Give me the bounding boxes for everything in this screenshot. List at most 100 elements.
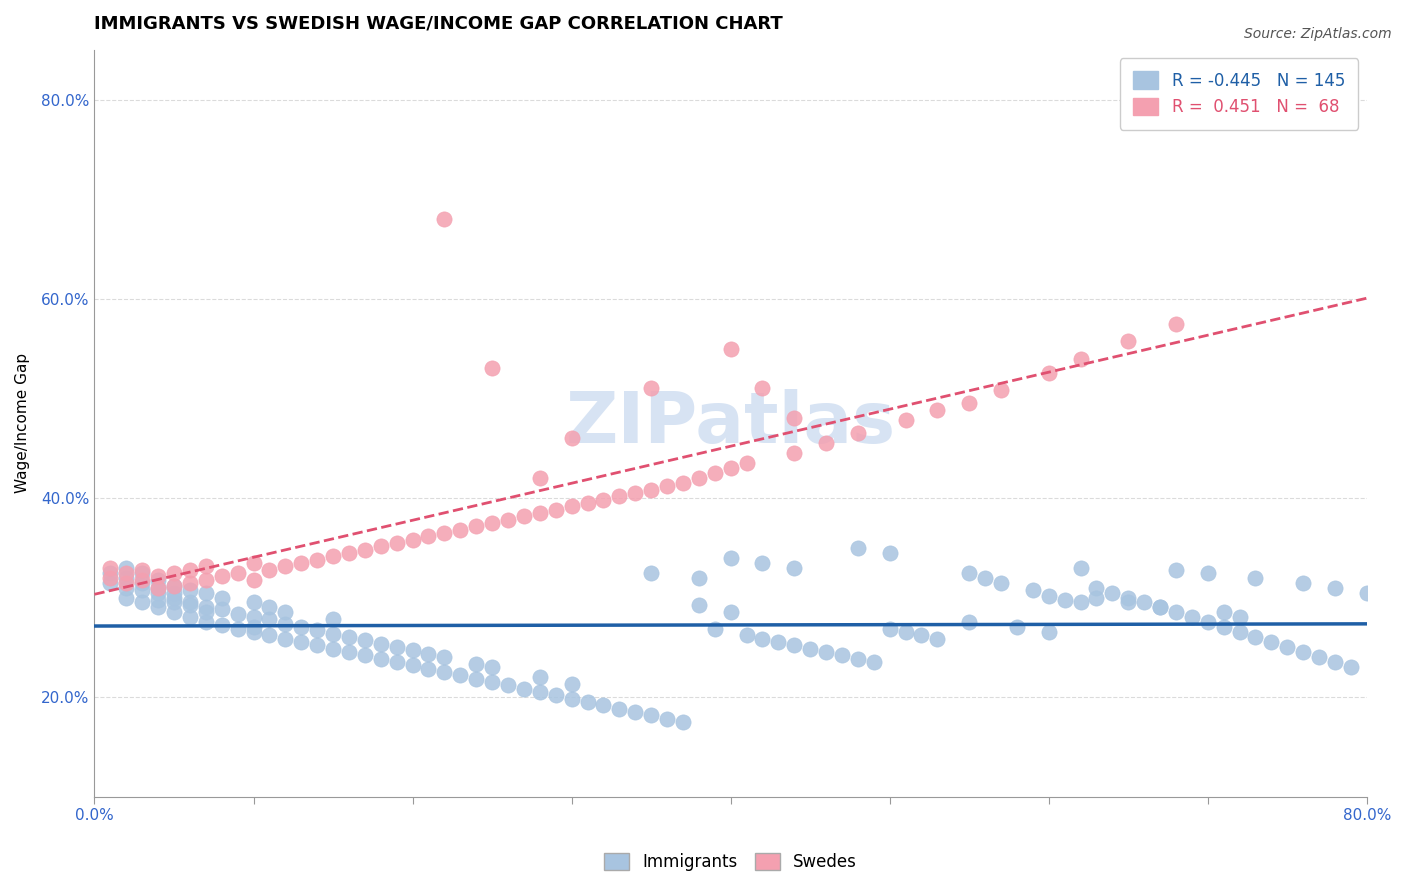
Point — [529, 506, 551, 520]
Point — [1038, 367, 1060, 381]
Point — [194, 558, 217, 573]
Point — [1053, 592, 1076, 607]
Point — [163, 566, 186, 580]
Point — [322, 642, 344, 657]
Point — [307, 638, 329, 652]
Point — [703, 466, 725, 480]
Point — [544, 503, 567, 517]
Point — [418, 647, 440, 661]
Point — [1101, 585, 1123, 599]
Point — [879, 546, 901, 560]
Point — [163, 578, 186, 592]
Point — [226, 566, 249, 580]
Point — [100, 566, 122, 580]
Point — [385, 640, 408, 655]
Point — [783, 446, 806, 460]
Point — [815, 645, 838, 659]
Point — [115, 581, 138, 595]
Point — [481, 660, 503, 674]
Point — [259, 612, 281, 626]
Point — [990, 384, 1012, 398]
Point — [1355, 585, 1378, 599]
Point — [100, 575, 122, 590]
Point — [1085, 591, 1108, 605]
Point — [703, 623, 725, 637]
Point — [1005, 620, 1028, 634]
Point — [529, 670, 551, 684]
Point — [194, 600, 217, 615]
Point — [544, 688, 567, 702]
Point — [561, 692, 583, 706]
Point — [1244, 571, 1267, 585]
Point — [815, 436, 838, 450]
Point — [688, 571, 710, 585]
Point — [449, 668, 471, 682]
Point — [242, 620, 264, 634]
Point — [1244, 631, 1267, 645]
Point — [194, 606, 217, 620]
Point — [242, 595, 264, 609]
Point — [1212, 606, 1234, 620]
Point — [146, 592, 169, 607]
Point — [353, 648, 375, 663]
Point — [576, 496, 599, 510]
Point — [927, 632, 949, 647]
Point — [561, 677, 583, 691]
Point — [783, 560, 806, 574]
Point — [640, 566, 662, 580]
Point — [163, 595, 186, 609]
Point — [576, 695, 599, 709]
Point — [513, 682, 536, 697]
Point — [322, 549, 344, 563]
Point — [1324, 581, 1347, 595]
Point — [433, 665, 456, 680]
Point — [290, 556, 312, 570]
Point — [211, 591, 233, 605]
Point — [290, 635, 312, 649]
Point — [115, 566, 138, 580]
Point — [163, 585, 186, 599]
Point — [1197, 615, 1219, 630]
Point — [433, 525, 456, 540]
Point — [146, 573, 169, 587]
Point — [1292, 575, 1315, 590]
Point — [274, 606, 297, 620]
Point — [1038, 625, 1060, 640]
Point — [672, 714, 695, 729]
Point — [226, 607, 249, 622]
Point — [322, 612, 344, 626]
Point — [481, 516, 503, 530]
Point — [846, 426, 869, 441]
Point — [100, 571, 122, 585]
Point — [751, 381, 773, 395]
Point — [592, 492, 614, 507]
Point — [1133, 595, 1156, 609]
Point — [242, 610, 264, 624]
Point — [910, 628, 932, 642]
Point — [1038, 589, 1060, 603]
Point — [274, 632, 297, 647]
Point — [226, 623, 249, 637]
Point — [640, 708, 662, 723]
Point — [1085, 581, 1108, 595]
Point — [163, 606, 186, 620]
Point — [1070, 351, 1092, 366]
Point — [496, 513, 519, 527]
Point — [624, 486, 647, 500]
Point — [894, 625, 917, 640]
Point — [1308, 650, 1330, 665]
Point — [146, 585, 169, 599]
Point — [1164, 317, 1187, 331]
Point — [115, 560, 138, 574]
Point — [720, 550, 742, 565]
Point — [179, 563, 201, 577]
Point — [131, 563, 153, 577]
Point — [401, 533, 423, 547]
Text: Source: ZipAtlas.com: Source: ZipAtlas.com — [1244, 27, 1392, 41]
Point — [607, 702, 630, 716]
Point — [370, 539, 392, 553]
Point — [990, 575, 1012, 590]
Point — [259, 600, 281, 615]
Point — [131, 573, 153, 587]
Point — [242, 625, 264, 640]
